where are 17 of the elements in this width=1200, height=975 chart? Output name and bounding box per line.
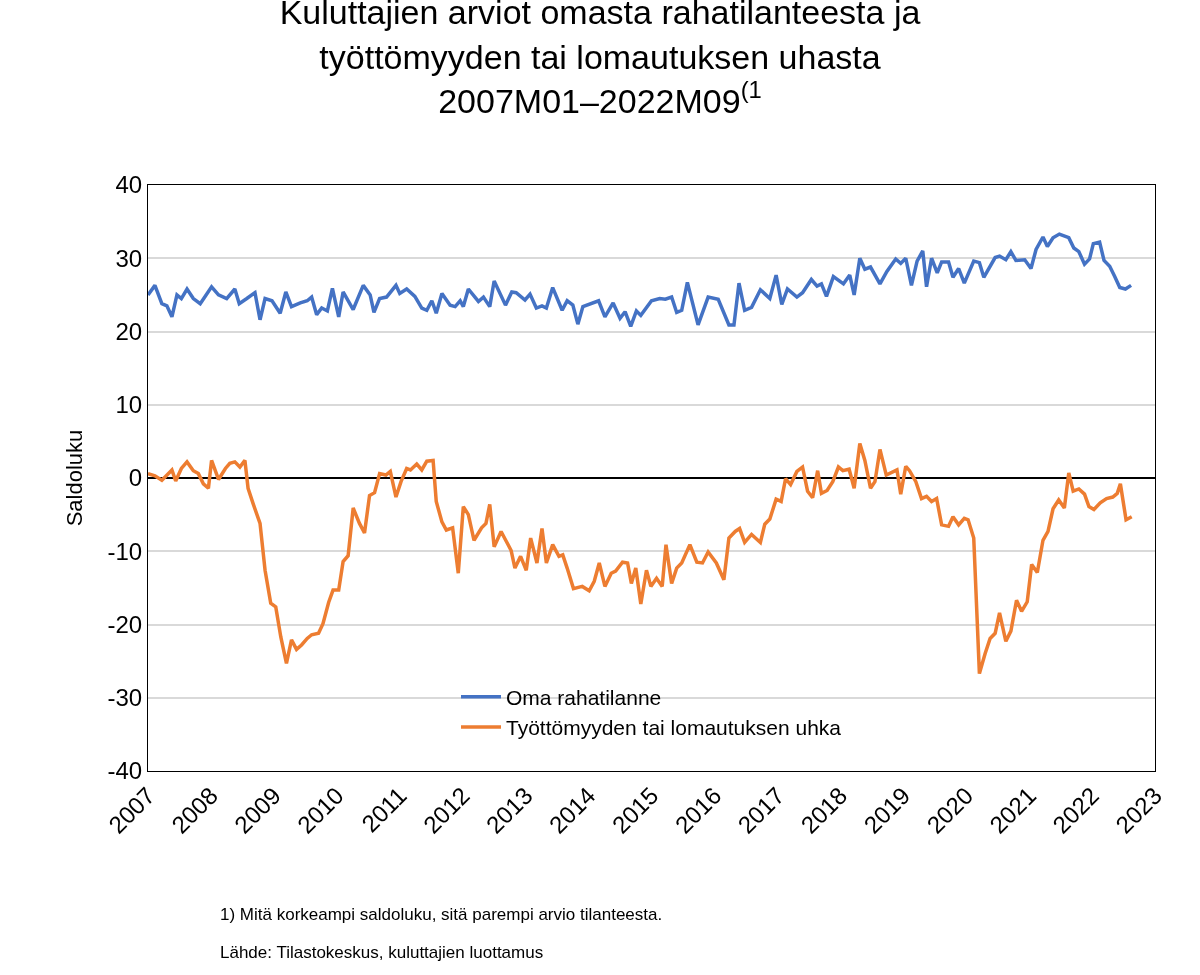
legend-label: Työttömyyden tai lomautuksen uhka [506, 716, 842, 740]
y-tick-label: -30 [107, 684, 143, 712]
y-tick-label: 30 [115, 244, 143, 272]
y-tick-label: -40 [107, 757, 143, 785]
y-tick-label: 0 [128, 464, 143, 492]
y-tick-label: 10 [115, 391, 143, 419]
chart-title: Kuluttajien arviot omasta rahatilanteesta ja työttömyyden tai lomautuksen uhasta 2007M01–2022M09$^{(1}$ [279, 0, 921, 120]
y-axis-title: Saldoluku [62, 429, 88, 527]
text: Lähde: Tilastokeskus, kuluttajien luottamus [220, 943, 544, 962]
y-tick-label: 20 [115, 317, 143, 345]
line-series [148, 232, 1133, 329]
y-tick-label: -20 [107, 610, 143, 638]
y-tick-label: -10 [107, 537, 143, 565]
text: 1) Mitä korkeampi saldoluku, sitä parempi arvio tilanteesta. [220, 905, 663, 924]
legend-label: Oma rahatilanne [506, 685, 662, 709]
y-tick-label: 40 [115, 171, 143, 199]
line-series [148, 441, 1134, 676]
